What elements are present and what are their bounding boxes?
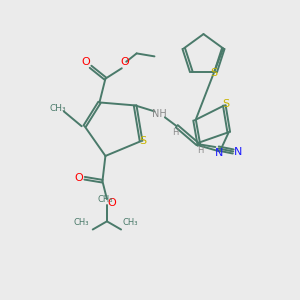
- Text: H: H: [197, 146, 204, 155]
- Text: S: S: [139, 136, 146, 146]
- Text: S: S: [211, 68, 218, 78]
- Text: N: N: [233, 147, 242, 157]
- Text: O: O: [120, 57, 129, 67]
- Text: N: N: [215, 148, 224, 158]
- Text: O: O: [82, 57, 91, 67]
- Text: NH: NH: [152, 109, 166, 119]
- Text: CH₃: CH₃: [50, 104, 66, 113]
- Text: O: O: [107, 198, 116, 208]
- Text: S: S: [222, 99, 230, 109]
- Text: O: O: [74, 172, 83, 183]
- Text: CH₃: CH₃: [74, 218, 89, 227]
- Text: H: H: [172, 128, 178, 137]
- Text: CH₃: CH₃: [98, 195, 113, 204]
- Text: CH₃: CH₃: [123, 218, 138, 227]
